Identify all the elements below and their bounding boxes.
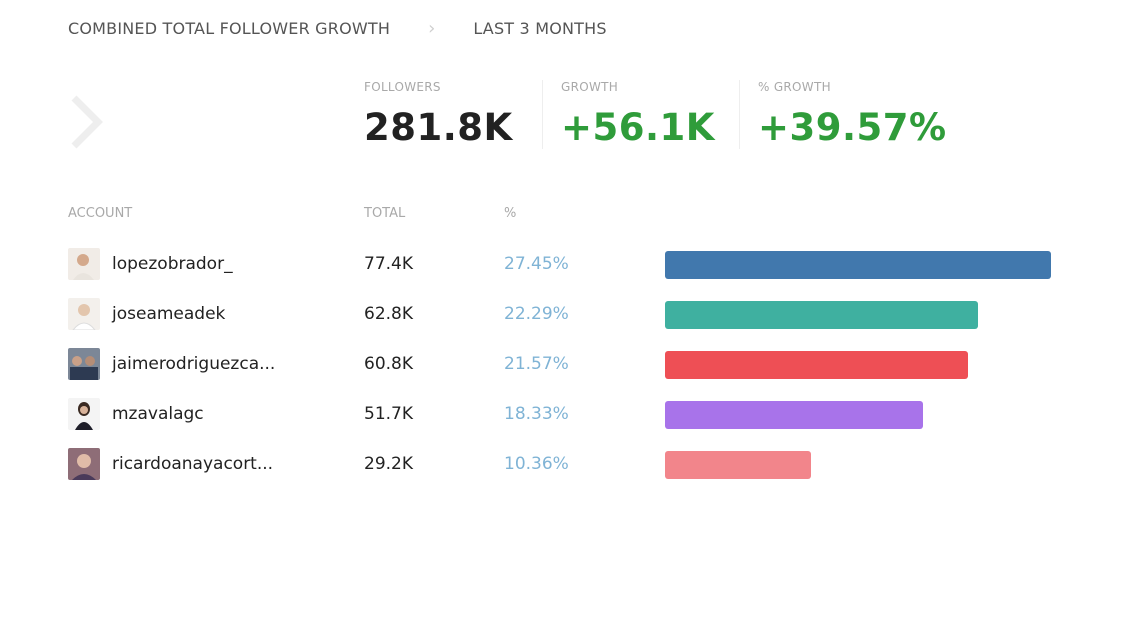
column-header-account[interactable]: ACCOUNT — [68, 206, 133, 221]
share-bar — [665, 251, 1051, 279]
avatar — [68, 448, 100, 480]
stat-label: FOLLOWERS — [364, 80, 441, 94]
header: COMBINED TOTAL FOLLOWER GROWTH › LAST 3 … — [68, 18, 607, 39]
column-header-percent[interactable]: % — [504, 206, 517, 221]
account-total: 60.8K — [364, 354, 413, 374]
account-name[interactable]: lopezobrador_ — [112, 254, 233, 274]
stat-followers: FOLLOWERS 281.8K — [364, 80, 542, 149]
account-total: 62.8K — [364, 304, 413, 324]
account-name[interactable]: ricardoanayacort... — [112, 454, 274, 474]
stat-label: GROWTH — [561, 80, 619, 94]
stat-value: 281.8K — [364, 106, 513, 149]
stats-summary: FOLLOWERS 281.8K GROWTH +56.1K % GROWTH … — [364, 80, 947, 149]
account-name[interactable]: joseameadek — [112, 304, 226, 324]
stat-label: % GROWTH — [758, 80, 831, 94]
account-total: 29.2K — [364, 454, 413, 474]
chevron-right-icon[interactable] — [66, 92, 106, 152]
chevron-right-icon: › — [428, 18, 436, 39]
avatar — [68, 348, 100, 380]
share-bar — [665, 401, 923, 429]
account-list: lopezobrador_ 77.4K 27.45% joseameadek 6… — [68, 246, 1068, 496]
stat-value: +56.1K — [561, 106, 715, 149]
avatar — [68, 248, 100, 280]
table-row[interactable]: ricardoanayacort... 29.2K 10.36% — [68, 446, 1068, 496]
account-name[interactable]: jaimerodriguezca... — [112, 354, 276, 374]
table-row[interactable]: lopezobrador_ 77.4K 27.45% — [68, 246, 1068, 296]
account-percent: 22.29% — [504, 304, 569, 324]
account-percent: 10.36% — [504, 454, 569, 474]
table-row[interactable]: mzavalagc 51.7K 18.33% — [68, 396, 1068, 446]
account-total: 77.4K — [364, 254, 413, 274]
stat-pct-growth: % GROWTH +39.57% — [739, 80, 947, 149]
column-header-total[interactable]: TOTAL — [364, 206, 406, 221]
stat-value: +39.57% — [758, 106, 947, 149]
period-selector[interactable]: LAST 3 MONTHS — [473, 19, 607, 38]
table-row[interactable]: jaimerodriguezca... 60.8K 21.57% — [68, 346, 1068, 396]
account-percent: 21.57% — [504, 354, 569, 374]
share-bar — [665, 351, 969, 379]
account-percent: 18.33% — [504, 404, 569, 424]
table-row[interactable]: joseameadek 62.8K 22.29% — [68, 296, 1068, 346]
account-percent: 27.45% — [504, 254, 569, 274]
account-name[interactable]: mzavalagc — [112, 404, 204, 424]
share-bar — [665, 451, 811, 479]
report-title: COMBINED TOTAL FOLLOWER GROWTH — [68, 19, 391, 38]
avatar — [68, 298, 100, 330]
stat-growth: GROWTH +56.1K — [542, 80, 739, 149]
account-total: 51.7K — [364, 404, 413, 424]
avatar — [68, 398, 100, 430]
share-bar — [665, 301, 979, 329]
